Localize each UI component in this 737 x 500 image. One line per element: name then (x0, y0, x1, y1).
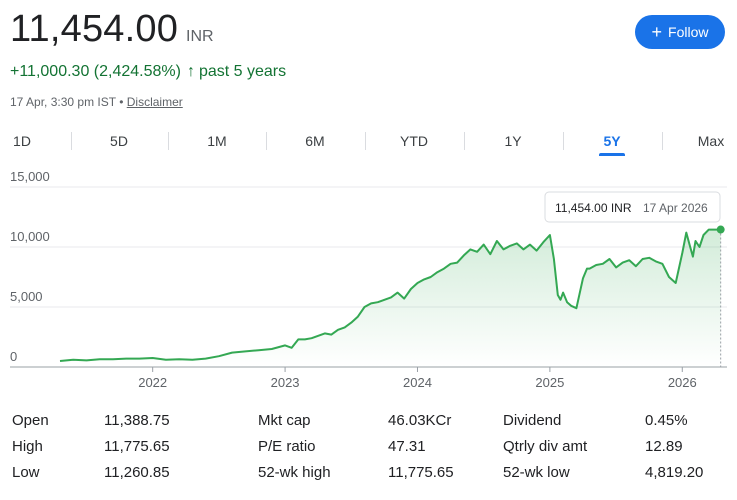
tab-divider (168, 132, 169, 150)
follow-label: Follow (668, 24, 709, 40)
price-change: +11,000.30 (2,424.58%) ↑ past 5 years (10, 63, 286, 81)
tooltip-date: 17 Apr 2026 (643, 201, 708, 215)
follow-button[interactable]: + Follow (635, 15, 725, 49)
tab-divider (463, 132, 465, 150)
stat-value: 12.89 (645, 438, 683, 455)
stat-label: Dividend (503, 412, 562, 429)
price-line (59, 228, 721, 362)
meta-separator: • (119, 95, 124, 109)
stat-value: 46.03KCr (388, 412, 452, 429)
x-tick-label: 2025 (535, 375, 564, 390)
change-period: past 5 years (198, 63, 287, 80)
stat-value: 11,260.85 (104, 464, 170, 481)
tab-6m[interactable]: 6M (305, 133, 325, 149)
tab-divider (70, 132, 72, 150)
x-tick-label: 2024 (403, 375, 432, 390)
x-tick-label: 2022 (138, 375, 167, 390)
tab-divider (661, 132, 663, 150)
x-tick-label: 2023 (271, 375, 300, 390)
quote-meta: 17 Apr, 3:30 pm IST • Disclaimer (10, 95, 183, 109)
stat-label: High (12, 438, 43, 455)
tab-5y[interactable]: 5Y (592, 126, 632, 156)
currency-label: INR (186, 28, 214, 45)
tab-divider (364, 132, 366, 150)
y-tick-label: 0 (10, 349, 17, 364)
stat-value: 11,775.65 (104, 438, 170, 455)
current-price: 11,454.00 (10, 8, 179, 50)
stat-label: Qtrly div amt (503, 438, 588, 455)
stat-value: 4,819.20 (645, 464, 704, 481)
tab-1d[interactable]: 1D (13, 133, 31, 149)
stat-label: Mkt cap (258, 412, 311, 429)
arrow-up-icon: ↑ (186, 63, 195, 80)
y-tick-label: 10,000 (10, 229, 50, 244)
range-tabs: 1D 5D 1M 6M YTD 1Y 5Y Max (0, 126, 737, 156)
stat-label: 52-wk high (258, 464, 331, 481)
price-chart: 15,000 10,000 5,000 0 2022 2023 2024 2025 2026 11… (10, 172, 727, 390)
tab-5d[interactable]: 5D (110, 133, 128, 149)
last-price-dot (716, 225, 725, 234)
tab-1y[interactable]: 1Y (504, 133, 522, 149)
quote-timestamp: 17 Apr, 3:30 pm IST (10, 95, 116, 109)
disclaimer-link[interactable]: Disclaimer (126, 95, 183, 109)
stat-value: 11,775.65 (388, 464, 454, 481)
stat-label: Low (12, 464, 40, 481)
x-tick-label: 2026 (668, 375, 697, 390)
stat-label: P/E ratio (258, 438, 316, 455)
plus-icon: + (651, 22, 663, 42)
change-value: +11,000.30 (2,424.58%) (10, 63, 181, 80)
y-tick-label: 15,000 (10, 172, 50, 184)
stat-value: 47.31 (388, 438, 426, 455)
tooltip-value: 11,454.00 INR (555, 201, 632, 215)
tab-divider (562, 132, 564, 150)
stat-value: 0.45% (645, 412, 688, 429)
stat-label: 52-wk low (503, 464, 570, 481)
price-header: 11,454.00 INR (10, 8, 214, 51)
stat-value: 11,388.75 (104, 412, 170, 429)
tab-max[interactable]: Max (697, 133, 725, 149)
tab-ytd[interactable]: YTD (400, 133, 428, 149)
y-tick-label: 5,000 (10, 289, 43, 304)
tooltip-box (544, 191, 721, 223)
tab-divider (266, 132, 267, 150)
tab-1m[interactable]: 1M (207, 133, 227, 149)
stat-label: Open (12, 412, 49, 429)
